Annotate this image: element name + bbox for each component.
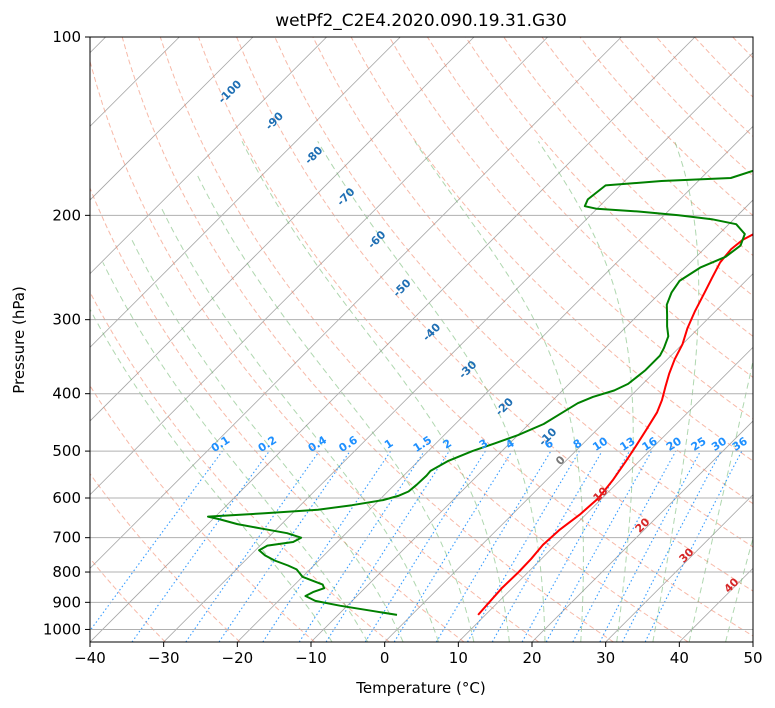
moist-adiabat-line xyxy=(131,239,404,642)
dry-adiabat-line xyxy=(350,37,753,462)
x-tick-label: −10 xyxy=(295,649,327,667)
y-tick-label: 900 xyxy=(52,593,81,611)
y-tick-label: 1000 xyxy=(43,620,81,638)
x-tick-label: 50 xyxy=(743,649,762,667)
mixing-ratio-line xyxy=(393,450,513,642)
moist-adiabat-line xyxy=(90,308,333,642)
y-axis-title: Pressure (hPa) xyxy=(10,286,28,394)
isotherm-line xyxy=(90,37,475,422)
isotherm-line xyxy=(752,641,753,642)
dry-adiabat-line xyxy=(503,37,753,297)
dry-adiabat-line xyxy=(90,384,316,642)
isotherm-line xyxy=(90,37,696,642)
x-tick-label: 40 xyxy=(670,649,689,667)
y-tick-label: 800 xyxy=(52,563,81,581)
dry-adiabat-line xyxy=(90,291,390,642)
x-tick-label: 0 xyxy=(380,649,390,667)
dry-adiabat-line xyxy=(90,59,540,642)
x-tick-label: 20 xyxy=(522,649,541,667)
mixing-ratio-line xyxy=(298,450,425,642)
moist-adiabat-line xyxy=(161,208,439,642)
plot-frame xyxy=(89,36,754,643)
isotherm-line xyxy=(310,199,753,642)
y-tick-label: 700 xyxy=(52,529,81,547)
temperature-profile-line xyxy=(477,233,753,616)
dry-adiabat-line xyxy=(426,37,753,378)
dry-adiabat-line xyxy=(198,37,753,637)
isotherm-line xyxy=(531,420,753,642)
y-tick-label: 600 xyxy=(52,489,81,507)
x-axis-title: Temperature (°C) xyxy=(355,679,485,697)
x-tick-label: 10 xyxy=(449,649,468,667)
moist-adiabat-line xyxy=(196,173,475,642)
dry-adiabat-line xyxy=(90,186,465,642)
dry-adiabat-line xyxy=(159,37,689,642)
mixing-ratio-line xyxy=(262,450,392,642)
dry-adiabat-line xyxy=(274,37,753,548)
mixing-ratio-line xyxy=(572,450,677,642)
mixing-ratio-line xyxy=(644,450,743,642)
dry-adiabat-line xyxy=(771,37,775,642)
pressure-gridlines xyxy=(90,37,753,630)
isotherm-line xyxy=(90,37,622,569)
y-tick-label: 100 xyxy=(52,28,81,46)
isotherm-line xyxy=(458,346,753,642)
isotherm-line xyxy=(90,37,401,348)
x-tick-label: −20 xyxy=(222,649,254,667)
series-layer xyxy=(207,169,753,616)
dry-adiabat-line xyxy=(90,557,166,642)
isotherm-line xyxy=(384,273,753,642)
mixing-ratio-line xyxy=(131,450,270,642)
isotherm-line xyxy=(605,494,753,642)
mixing-ratio-line xyxy=(90,450,223,632)
x-tick-label: −40 xyxy=(74,649,106,667)
isotherm-line xyxy=(90,37,327,275)
isotherm-line xyxy=(237,125,753,642)
mixing-ratio-line xyxy=(185,450,320,642)
y-axis: 100 200 300 400 500 600 700 800 900 1000 xyxy=(43,28,90,638)
x-tick-label: 30 xyxy=(596,649,615,667)
y-tick-label: 200 xyxy=(52,206,81,224)
mixing-ratio-line xyxy=(218,450,351,642)
isotherm-line xyxy=(90,37,548,496)
y-tick-label: 400 xyxy=(52,385,81,403)
mixing-ratio-line xyxy=(545,450,653,642)
isotherm-line xyxy=(163,52,753,642)
x-axis: −40 −30 −20 −10 0 10 20 30 40 50 xyxy=(74,642,763,667)
mixing-ratio-line xyxy=(325,450,450,642)
y-tick-label: 500 xyxy=(52,442,81,460)
dewpoint-profile-line xyxy=(207,169,753,616)
chart-title: wetPf2_C2E4.2020.090.19.31.G30 xyxy=(275,11,567,31)
mixing-ratio-line xyxy=(521,450,630,642)
y-tick-label: 300 xyxy=(52,311,81,329)
isotherm-line xyxy=(90,37,254,201)
x-tick-label: −30 xyxy=(148,649,180,667)
dry-adiabat-line xyxy=(90,472,241,642)
dry-adiabat-line xyxy=(236,37,753,592)
plot-background xyxy=(90,37,753,642)
